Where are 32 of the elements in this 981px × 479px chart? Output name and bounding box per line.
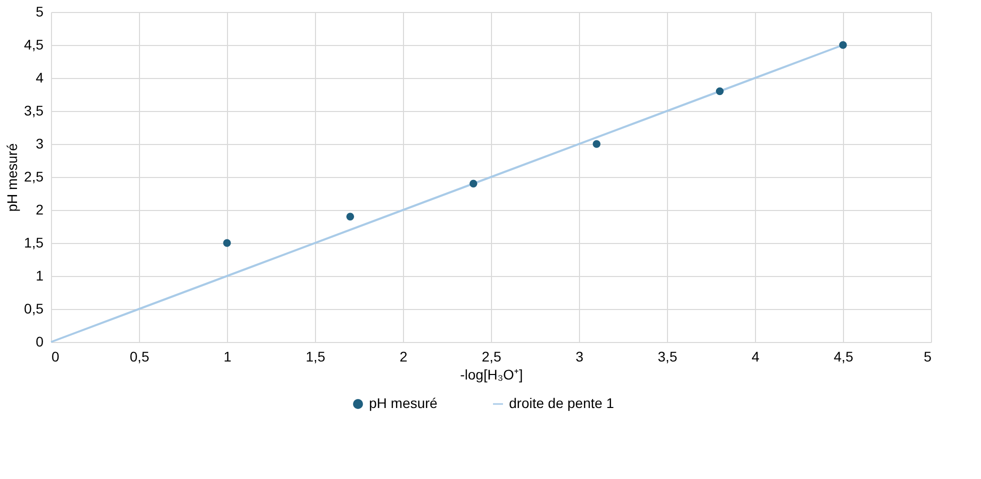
y-tick-label: 2: [36, 202, 44, 218]
x-tick-label: 4: [752, 348, 760, 364]
legend-label: pH mesuré: [369, 395, 438, 411]
y-tick-label: 1,5: [24, 234, 44, 250]
y-tick-label: 3: [36, 136, 44, 152]
x-tick-label: 3: [576, 348, 584, 364]
point: [470, 180, 478, 188]
y-tick-label: 1: [36, 268, 44, 284]
y-tick-label: 4,5: [24, 36, 44, 52]
point: [592, 140, 600, 148]
y-tick-label: 2,5: [24, 168, 44, 184]
x-tick-label: 0,5: [130, 348, 150, 364]
x-tick-label: 3,5: [658, 348, 678, 364]
legend-label: droite de pente 1: [509, 395, 614, 411]
x-tick-label: 1,5: [306, 348, 326, 364]
x-tick-label: 2,5: [482, 348, 502, 364]
x-axis-title: -log[H₃O⁺]: [460, 366, 523, 382]
point: [716, 87, 724, 96]
x-tick-label: 0: [52, 348, 60, 364]
x-tick-label: 5: [924, 348, 932, 364]
point: [346, 212, 354, 220]
x-tick-label: 4,5: [834, 348, 854, 364]
x-tick-label: 2: [400, 348, 408, 364]
y-axis-title: pH mesuré: [4, 143, 20, 212]
y-tick-label: 3,5: [24, 102, 44, 118]
y-tick-label: 5: [36, 4, 44, 20]
y-tick-label: 0: [36, 334, 44, 350]
point: [839, 41, 847, 49]
x-tick-label: 1: [224, 348, 232, 364]
y-tick-label: 4: [36, 70, 44, 86]
point: [223, 239, 231, 247]
y-tick-label: 0,5: [24, 300, 44, 316]
